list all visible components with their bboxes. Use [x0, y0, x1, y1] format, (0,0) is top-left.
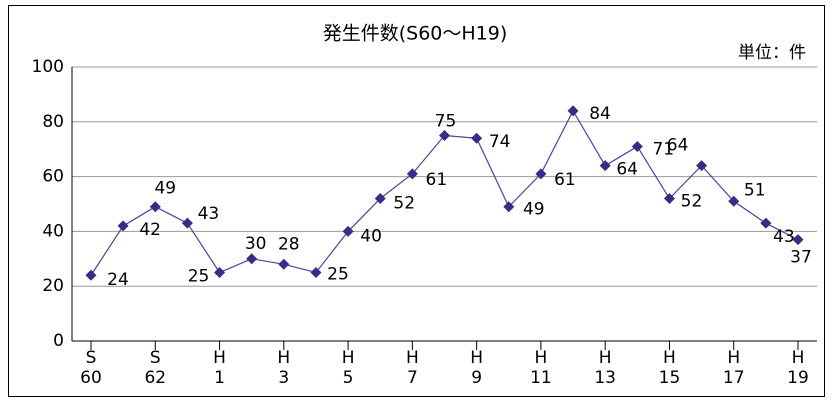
x-tick-label: 62 — [144, 368, 166, 388]
x-tick-label: H — [277, 348, 290, 368]
data-label: 49 — [523, 200, 545, 220]
data-point — [792, 234, 804, 246]
data-label: 37 — [790, 248, 812, 268]
x-tick-label: 17 — [723, 368, 745, 388]
x-tick-label: H — [406, 348, 419, 368]
x-tick-label: 11 — [530, 368, 552, 388]
x-tick-label: S — [150, 348, 161, 368]
x-tick-label: 3 — [278, 368, 289, 388]
data-label: 71 — [652, 139, 674, 159]
data-label: 24 — [107, 270, 129, 290]
data-label: 74 — [489, 132, 511, 152]
data-label: 75 — [435, 112, 457, 132]
y-tick-label: 60 — [42, 167, 64, 187]
data-point — [599, 160, 611, 172]
x-tick-label: 19 — [787, 368, 809, 388]
data-label: 64 — [616, 160, 638, 180]
data-point — [149, 201, 161, 213]
data-label: 40 — [360, 226, 382, 246]
x-tick-label: 7 — [407, 368, 418, 388]
x-tick-label: H — [727, 348, 740, 368]
x-tick-label: 5 — [343, 368, 354, 388]
x-tick-label: 1 — [214, 368, 225, 388]
data-point — [728, 195, 740, 207]
data-point — [214, 267, 226, 278]
data-point — [535, 168, 547, 180]
chart-frame — [8, 5, 825, 397]
y-tick-label: 20 — [42, 276, 64, 296]
chart-title: 発生件数(S60～H19) — [323, 23, 508, 45]
data-point — [439, 130, 450, 141]
data-point — [567, 105, 579, 117]
data-label: 25 — [327, 265, 349, 285]
y-tick-label: 80 — [42, 112, 64, 132]
data-label: 52 — [681, 192, 703, 212]
x-tick-label: H — [342, 348, 355, 368]
data-point — [85, 269, 97, 281]
data-point — [117, 220, 129, 232]
data-label: 64 — [667, 136, 689, 156]
y-tick-label: 40 — [42, 221, 64, 241]
x-tick-label: H — [599, 348, 612, 368]
x-tick-label: H — [470, 348, 483, 368]
data-label: 61 — [554, 170, 576, 190]
x-tick-label: H — [213, 348, 226, 368]
y-tick-label: 0 — [53, 331, 64, 351]
data-label: 61 — [426, 170, 448, 190]
x-tick-label: 60 — [80, 368, 102, 388]
data-label: 84 — [589, 104, 611, 124]
data-point — [503, 201, 515, 213]
x-tick-label: 15 — [659, 368, 681, 388]
data-point — [374, 193, 386, 205]
data-label: 42 — [139, 220, 161, 240]
data-label: 51 — [744, 180, 766, 200]
data-point — [246, 253, 258, 265]
data-point — [663, 193, 675, 205]
data-label: 49 — [154, 179, 176, 199]
data-label: 52 — [393, 194, 415, 214]
data-point — [181, 217, 193, 229]
data-point — [471, 132, 483, 144]
x-tick-label: 9 — [471, 368, 482, 388]
data-point — [342, 225, 354, 237]
x-tick-label: S — [86, 348, 97, 368]
data-label: 43 — [198, 204, 220, 224]
x-tick-label: H — [792, 348, 805, 368]
data-label: 30 — [245, 234, 267, 254]
data-point — [278, 258, 290, 270]
data-point — [696, 160, 708, 172]
x-tick-label: H — [663, 348, 676, 368]
data-point — [760, 217, 772, 229]
data-point — [631, 140, 643, 152]
data-label: 28 — [278, 234, 300, 254]
y-tick-label: 100 — [32, 57, 64, 77]
unit-label: 単位：件 — [738, 43, 806, 63]
data-point — [406, 168, 418, 180]
data-point — [310, 267, 322, 278]
x-tick-label: 13 — [594, 368, 616, 388]
data-label: 43 — [773, 227, 795, 247]
x-tick-label: H — [535, 348, 548, 368]
data-label: 25 — [188, 267, 210, 287]
